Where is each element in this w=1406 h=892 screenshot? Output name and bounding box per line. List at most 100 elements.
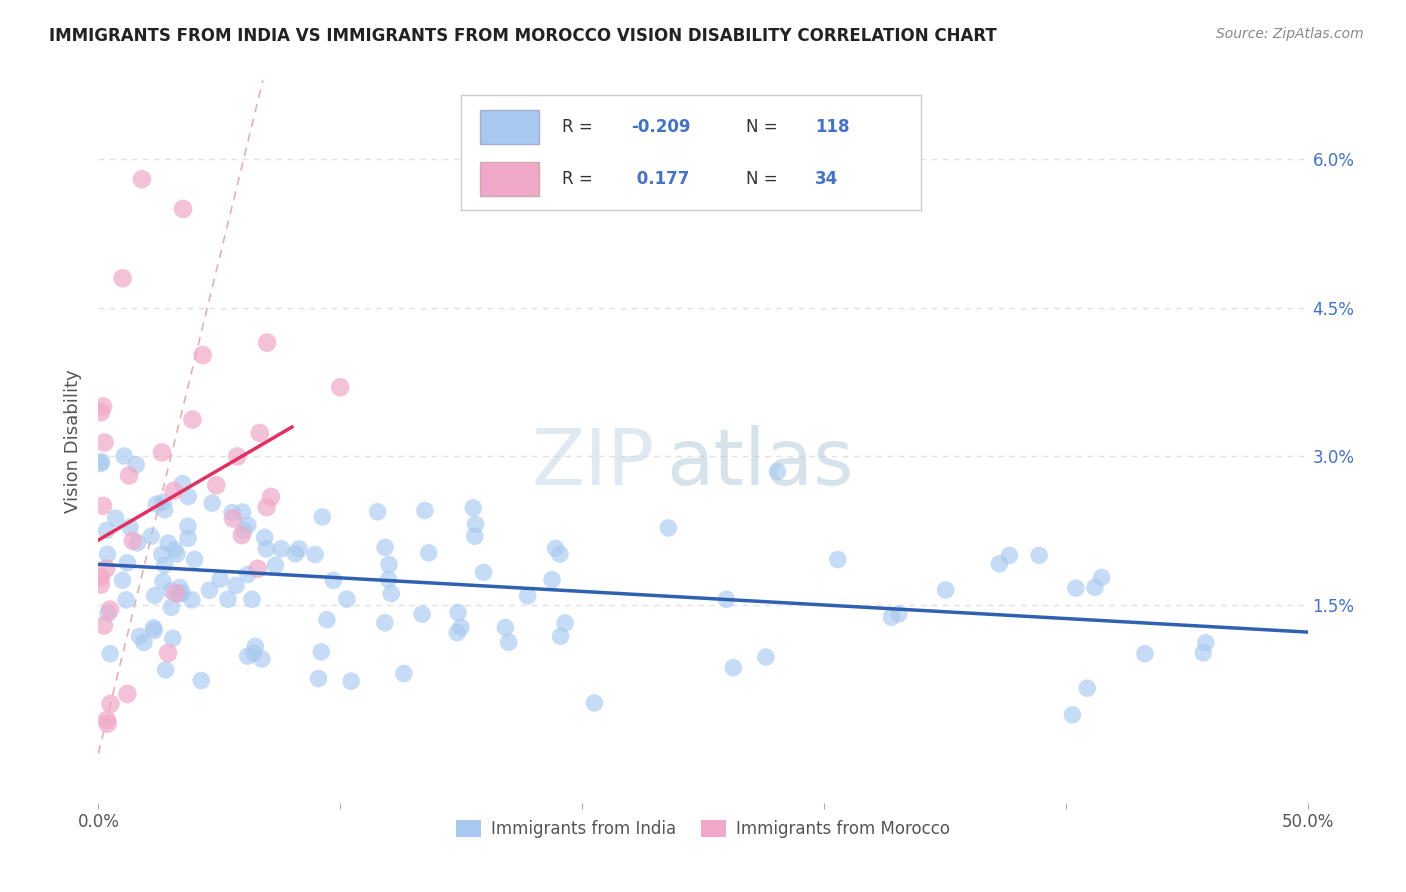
Point bbox=[544, 541, 567, 556]
Point bbox=[115, 593, 138, 607]
Point bbox=[311, 509, 333, 524]
Point bbox=[172, 586, 194, 600]
Point bbox=[232, 524, 254, 538]
Point bbox=[1192, 646, 1215, 660]
Point bbox=[152, 574, 174, 589]
Point bbox=[118, 468, 141, 483]
Point bbox=[315, 613, 337, 627]
Point bbox=[827, 552, 849, 566]
Point bbox=[447, 606, 470, 620]
Point bbox=[128, 629, 150, 643]
Point bbox=[245, 640, 267, 654]
Point bbox=[160, 600, 183, 615]
Point bbox=[153, 558, 176, 572]
Point bbox=[887, 607, 910, 621]
Point bbox=[270, 541, 292, 556]
Point bbox=[97, 716, 120, 731]
Point bbox=[498, 635, 520, 649]
Point bbox=[96, 547, 118, 561]
Point bbox=[1028, 549, 1050, 563]
Point bbox=[104, 511, 127, 525]
Point bbox=[246, 562, 269, 576]
Point bbox=[716, 592, 738, 607]
Point bbox=[165, 586, 187, 600]
Point bbox=[205, 478, 228, 492]
Point bbox=[201, 496, 224, 510]
Point bbox=[446, 625, 468, 640]
Point bbox=[221, 506, 243, 520]
Point bbox=[96, 562, 118, 576]
Point bbox=[96, 524, 118, 538]
Point bbox=[472, 566, 495, 580]
Point bbox=[167, 587, 190, 601]
Point bbox=[163, 483, 186, 498]
Point bbox=[755, 650, 778, 665]
Point bbox=[163, 542, 186, 557]
Point bbox=[250, 652, 273, 666]
Point bbox=[120, 520, 142, 534]
Point bbox=[1064, 581, 1087, 595]
Point bbox=[464, 517, 486, 532]
Point bbox=[132, 635, 155, 649]
Point bbox=[121, 533, 143, 548]
Point bbox=[93, 435, 115, 450]
Point bbox=[329, 380, 352, 394]
Point bbox=[125, 458, 148, 472]
Point bbox=[93, 618, 115, 632]
Point bbox=[111, 271, 134, 285]
Point bbox=[117, 687, 139, 701]
Point bbox=[98, 602, 121, 616]
Point bbox=[145, 497, 167, 511]
Y-axis label: Vision Disability: Vision Disability bbox=[65, 369, 83, 514]
Point bbox=[177, 519, 200, 533]
Point bbox=[90, 454, 112, 468]
Point bbox=[935, 582, 957, 597]
Point bbox=[411, 607, 433, 622]
Point bbox=[380, 586, 402, 600]
Point bbox=[90, 577, 112, 591]
Point bbox=[253, 530, 276, 544]
Point bbox=[183, 552, 205, 566]
Point bbox=[463, 500, 485, 515]
Point bbox=[231, 505, 253, 519]
Point bbox=[91, 400, 114, 414]
Point bbox=[172, 476, 194, 491]
Point bbox=[236, 567, 259, 582]
Point bbox=[111, 573, 134, 587]
Point bbox=[162, 632, 184, 646]
Point bbox=[150, 445, 173, 459]
Point bbox=[254, 541, 277, 556]
Point bbox=[198, 583, 221, 598]
Point bbox=[464, 529, 486, 543]
Point bbox=[256, 335, 278, 350]
Point bbox=[374, 615, 396, 630]
Point bbox=[550, 629, 572, 643]
Point bbox=[117, 556, 139, 570]
Point bbox=[177, 490, 200, 504]
Point bbox=[157, 646, 180, 660]
Point bbox=[554, 615, 576, 630]
Point bbox=[374, 541, 396, 555]
Point bbox=[160, 583, 183, 598]
Point bbox=[256, 500, 278, 515]
Point bbox=[284, 547, 307, 561]
Point bbox=[392, 666, 415, 681]
Point bbox=[217, 592, 239, 607]
Point bbox=[150, 548, 173, 562]
Text: atlas: atlas bbox=[666, 425, 855, 501]
Point bbox=[322, 574, 344, 588]
Point bbox=[131, 172, 153, 186]
Point bbox=[1133, 647, 1156, 661]
Point bbox=[91, 499, 114, 513]
Point bbox=[1062, 707, 1084, 722]
Point bbox=[100, 697, 122, 711]
Point bbox=[583, 696, 606, 710]
Point bbox=[1084, 580, 1107, 594]
Text: ZIP: ZIP bbox=[531, 425, 655, 501]
Point bbox=[236, 649, 259, 664]
Point bbox=[172, 202, 194, 216]
Point bbox=[225, 578, 247, 592]
Point bbox=[378, 558, 401, 572]
Point bbox=[152, 495, 174, 509]
Point bbox=[880, 610, 903, 624]
